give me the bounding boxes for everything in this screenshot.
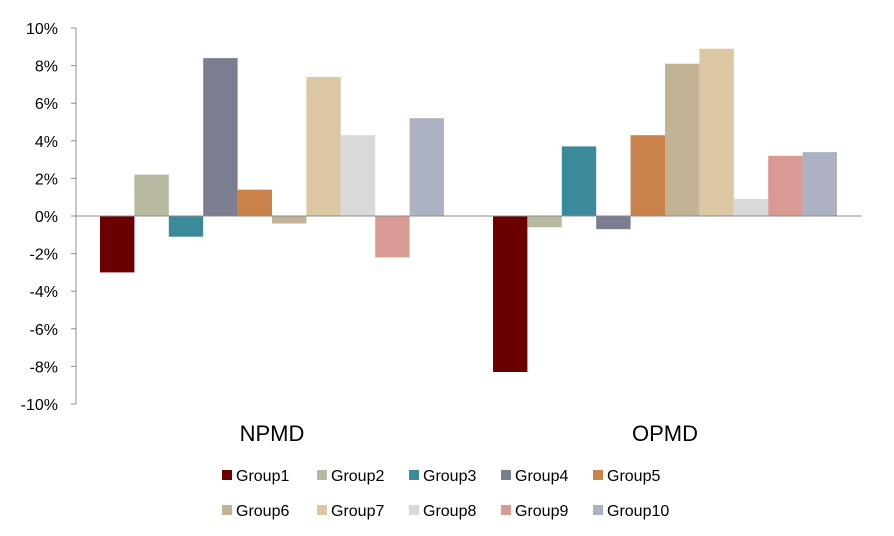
- legend-item-group2: Group2: [317, 468, 384, 485]
- legend-label: Group7: [331, 503, 384, 520]
- bar-group5-npmd: [237, 189, 272, 216]
- bars: [100, 48, 837, 372]
- y-tick-label: -4%: [30, 284, 58, 301]
- legend: Group1 Group2 Group3 Group4 Group5 Group6 Grou…: [222, 468, 669, 520]
- y-tick-label: 0%: [35, 209, 58, 226]
- legend-label: Group9: [515, 503, 568, 520]
- legend-swatch: [409, 470, 419, 480]
- legend-swatch: [501, 505, 511, 515]
- legend-item-group10: Group10: [593, 503, 669, 520]
- bar-group7-npmd: [306, 76, 341, 217]
- x-axis: NPMD OPMD: [76, 215, 862, 446]
- bar-group8-npmd: [340, 135, 376, 216]
- y-tick-label: 4%: [35, 134, 58, 151]
- y-tick-label: -2%: [30, 247, 58, 264]
- bar-group10-opmd: [802, 152, 837, 216]
- legend-swatch: [317, 505, 327, 515]
- bar-group6-npmd: [272, 216, 307, 224]
- legend-label: Group1: [236, 468, 289, 485]
- legend-swatch: [593, 470, 603, 480]
- legend-swatch: [409, 505, 419, 515]
- bar-group1-opmd: [493, 216, 528, 372]
- legend-swatch: [222, 505, 232, 515]
- bar-group1-npmd: [100, 216, 135, 273]
- bar-group7-opmd: [699, 48, 734, 217]
- bar-group3-opmd: [561, 146, 597, 216]
- bar-group8-opmd: [733, 199, 769, 216]
- legend-label: Group2: [331, 468, 384, 485]
- bar-group9-npmd: [375, 216, 410, 258]
- y-tick-label: 2%: [35, 171, 58, 188]
- bar-group3-npmd: [168, 216, 204, 237]
- legend-label: Group6: [236, 503, 289, 520]
- x-category-label: OPMD: [632, 421, 698, 446]
- y-tick-label: 6%: [35, 96, 58, 113]
- y-tick-label: -8%: [30, 359, 58, 376]
- y-axis: 10% 8% 6% 4% 2% 0% -2% -4% -6% -8% -10%: [21, 21, 77, 414]
- x-category-label: NPMD: [240, 421, 305, 446]
- legend-item-group9: Group9: [501, 503, 568, 520]
- legend-swatch: [222, 470, 232, 480]
- bar-group2-npmd: [134, 174, 169, 216]
- y-tick-label: 8%: [35, 59, 58, 76]
- bar-group6-opmd: [665, 63, 700, 217]
- legend-label: Group4: [515, 468, 568, 485]
- bar-group2-opmd: [527, 216, 562, 228]
- legend-swatch: [501, 470, 511, 480]
- legend-item-group5: Group5: [593, 468, 660, 485]
- y-tick-label: -6%: [30, 322, 58, 339]
- legend-item-group3: Group3: [409, 468, 476, 485]
- bar-group4-npmd: [203, 58, 238, 216]
- bar-group10-npmd: [409, 118, 444, 216]
- bar-group9-opmd: [768, 155, 803, 216]
- legend-item-group4: Group4: [501, 468, 568, 485]
- legend-item-group7: Group7: [317, 503, 384, 520]
- legend-swatch: [317, 470, 327, 480]
- legend-item-group8: Group8: [409, 503, 476, 520]
- y-tick-label: 10%: [26, 21, 58, 38]
- legend-label: Group5: [607, 468, 660, 485]
- legend-item-group1: Group1: [222, 468, 289, 485]
- legend-label: Group3: [423, 468, 476, 485]
- legend-label: Group8: [423, 503, 476, 520]
- legend-label: Group10: [607, 503, 669, 520]
- legend-swatch: [593, 505, 603, 515]
- bar-group4-opmd: [596, 216, 631, 230]
- bar-group5-opmd: [630, 135, 665, 216]
- legend-item-group6: Group6: [222, 503, 289, 520]
- y-tick-label: -10%: [21, 397, 58, 414]
